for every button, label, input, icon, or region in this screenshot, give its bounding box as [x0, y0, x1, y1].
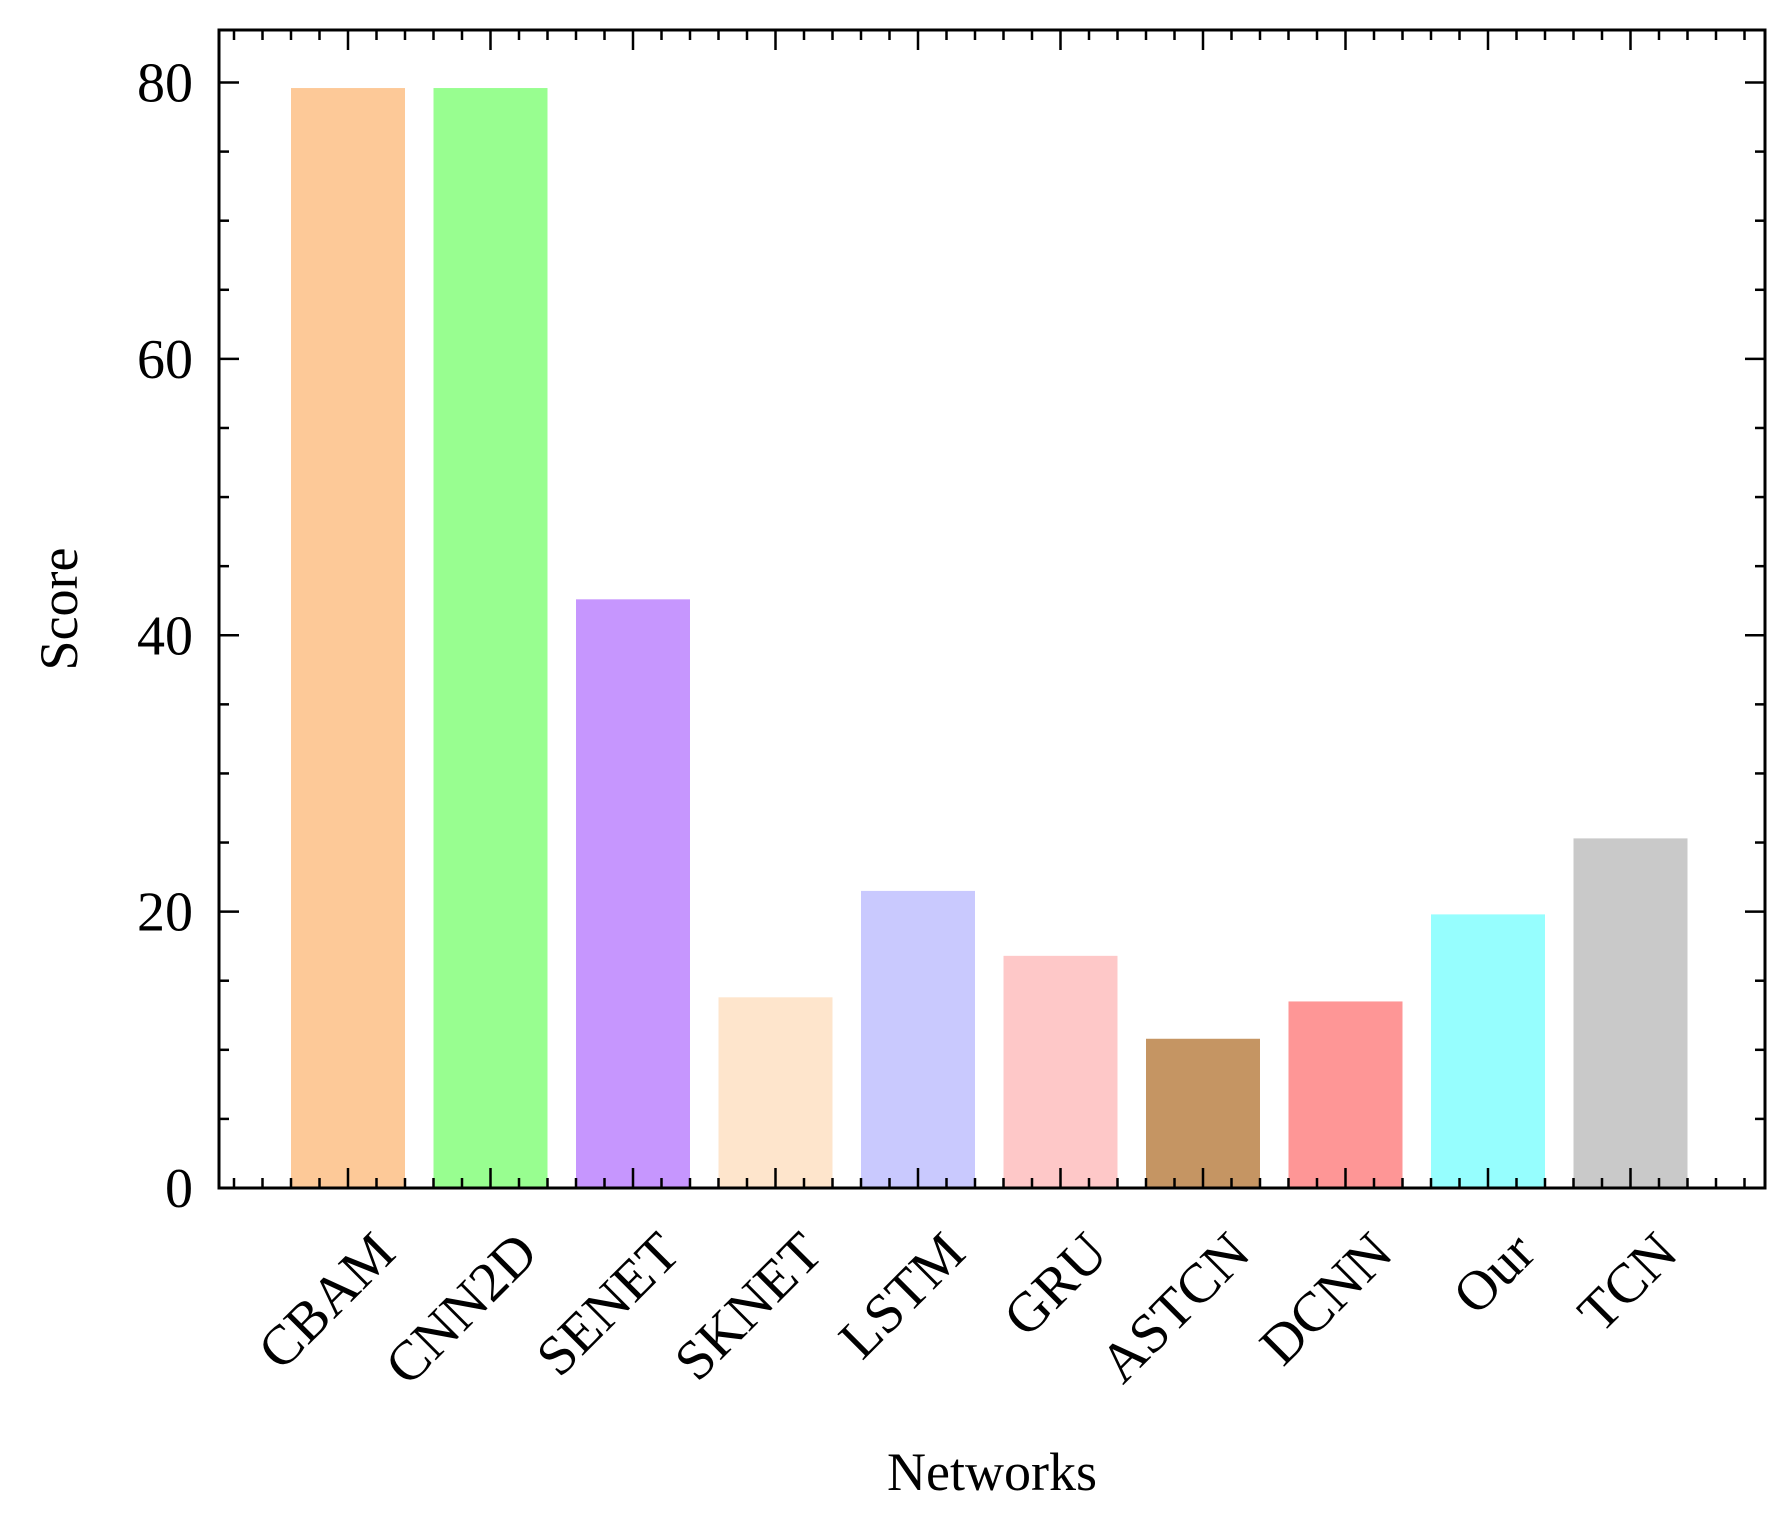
bar-cbam	[291, 88, 405, 1188]
bar-senet	[576, 599, 690, 1188]
x-tick-label-sknet: SKNET	[663, 1221, 834, 1392]
y-tick-label: 0	[165, 1158, 193, 1220]
bar-our	[1431, 914, 1545, 1188]
y-tick-label: 20	[137, 882, 193, 944]
x-tick-label-dcnn: DCNN	[1248, 1221, 1404, 1377]
bar-lstm	[861, 890, 975, 1188]
x-tick-label-senet: SENET	[525, 1221, 692, 1388]
bar-tcn	[1573, 838, 1688, 1188]
x-tick-label-gru: GRU	[992, 1221, 1119, 1348]
bar-gru	[1003, 955, 1118, 1188]
bar-cnn2d	[433, 88, 548, 1188]
x-tick-label-tcn: TCN	[1566, 1221, 1689, 1344]
x-axis-title: Networks	[887, 1442, 1097, 1502]
y-tick-labels: 0 20 40 60 80	[137, 53, 193, 1220]
y-tick-label: 80	[137, 53, 193, 115]
x-tick-label-lstm: LSTM	[827, 1221, 976, 1370]
ticks-layer	[219, 30, 1765, 1190]
bar-sknet	[718, 997, 833, 1188]
plot-frame	[217, 28, 1767, 1190]
x-tick-label-astcn: ASTCN	[1088, 1221, 1262, 1395]
y-axis-title: Score	[29, 548, 89, 671]
x-tick-label-cnn2d: CNN2D	[374, 1221, 550, 1397]
bar-dcnn	[1288, 1001, 1403, 1188]
bar-astcn	[1146, 1038, 1260, 1188]
x-tick-label-our: Our	[1441, 1221, 1547, 1327]
y-tick-label: 60	[137, 329, 193, 391]
bars-layer	[291, 88, 1688, 1188]
y-tick-label: 40	[137, 605, 193, 667]
